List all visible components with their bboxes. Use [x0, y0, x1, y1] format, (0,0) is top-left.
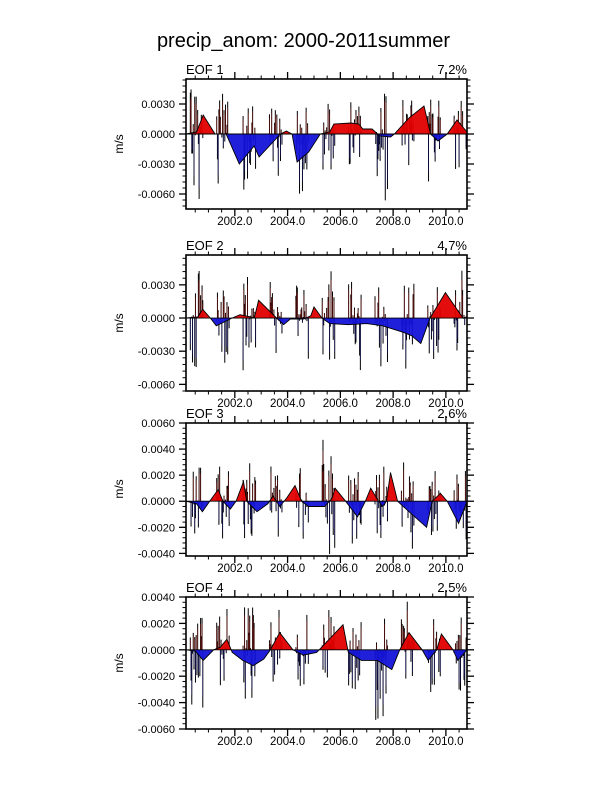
panel-header-eof4: EOF 4 2.5%	[186, 580, 467, 595]
y-tick-label: -0.0040	[138, 548, 175, 560]
y-tick-label: 0.0020	[141, 470, 175, 482]
y-tick-label: -0.0030	[138, 346, 175, 358]
x-tick-label: 2006.0	[323, 563, 358, 575]
y-tick-label: 0.0000	[141, 313, 175, 325]
x-tick-label: 2010.0	[428, 736, 463, 748]
panel-header-eof1: EOF 1 7.2%	[186, 62, 467, 77]
eof4-y-axis-title: m/s	[112, 653, 126, 673]
x-tick-label: 2004.0	[270, 216, 305, 228]
smoothed-curve-outline	[185, 472, 468, 529]
y-tick-label: -0.0060	[138, 379, 175, 391]
smoothed-positive-fill	[186, 472, 467, 502]
y-tick-label: 0.0060	[141, 418, 175, 430]
eof4-label: EOF 4	[186, 580, 224, 595]
smoothed-curve-outline	[185, 105, 468, 165]
y-tick-label: 0.0030	[141, 99, 175, 111]
x-tick-label: 2010.0	[428, 398, 463, 410]
eof2-variance-label: 4.7%	[437, 238, 467, 253]
y-tick-label: -0.0030	[138, 159, 175, 171]
y-tick-label: -0.0060	[138, 189, 175, 201]
eof1-label: EOF 1	[186, 62, 224, 77]
x-tick-label: 2004.0	[270, 563, 305, 575]
y-tick-label: -0.0020	[138, 522, 175, 534]
panel-frame	[185, 422, 468, 557]
y-tick-label: -0.0020	[138, 671, 175, 683]
smoothed-positive-fill	[213, 624, 453, 650]
panel-frame	[185, 596, 468, 730]
x-tick-label: 2008.0	[376, 563, 411, 575]
smoothed-negative-fill	[186, 501, 467, 528]
smoothed-curve-outline	[185, 623, 468, 671]
eof3-variance-label: 2.6%	[437, 406, 467, 421]
panel-header-eof3: EOF 3 2.6%	[186, 406, 467, 421]
y-tick-label: 0.0030	[141, 280, 175, 292]
eof2-y-axis-title: m/s	[112, 313, 126, 333]
y-tick-label: -0.0060	[138, 724, 175, 736]
panel-header-eof2: EOF 2 4.7%	[186, 238, 467, 253]
x-tick-label: 2008.0	[376, 216, 411, 228]
smoothed-negative-fill	[186, 134, 467, 164]
x-tick-label: 2010.0	[428, 563, 463, 575]
x-tick-label: 2002.0	[217, 736, 252, 748]
x-tick-label: 2002.0	[217, 216, 252, 228]
x-tick-label: 2006.0	[323, 736, 358, 748]
figure-title: precip_anom: 2000-2011summer	[156, 30, 451, 52]
smoothed-positive-fill	[186, 106, 467, 134]
x-tick-label: 2004.0	[270, 736, 305, 748]
x-tick-label: 2010.0	[428, 216, 463, 228]
eof4-variance-label: 2.5%	[437, 580, 467, 595]
y-tick-label: 0.0040	[141, 592, 175, 604]
x-tick-label: 2008.0	[376, 736, 411, 748]
x-tick-label: 2006.0	[323, 216, 358, 228]
y-tick-label: 0.0000	[141, 129, 175, 141]
smoothed-negative-fill	[186, 649, 467, 670]
y-tick-label: 0.0000	[141, 496, 175, 508]
x-tick-label: 2002.0	[217, 398, 252, 410]
eof3-label: EOF 3	[186, 406, 224, 421]
smoothed-curve-outline	[185, 291, 468, 345]
y-tick-label: 0.0020	[141, 618, 175, 630]
panel-frame	[185, 78, 468, 210]
y-tick-label: 0.0000	[141, 645, 175, 657]
x-tick-label: 2006.0	[323, 398, 358, 410]
y-tick-label: 0.0040	[141, 444, 175, 456]
x-tick-label: 2004.0	[270, 398, 305, 410]
eof1-variance-label: 7.2%	[437, 62, 467, 77]
x-tick-label: 2002.0	[217, 563, 252, 575]
y-tick-label: -0.0040	[138, 698, 175, 710]
panel-frame	[185, 254, 468, 392]
x-tick-label: 2008.0	[376, 398, 411, 410]
eof2-label: EOF 2	[186, 238, 224, 253]
eof3-y-axis-title: m/s	[112, 479, 126, 499]
eof1-y-axis-title: m/s	[112, 134, 126, 154]
